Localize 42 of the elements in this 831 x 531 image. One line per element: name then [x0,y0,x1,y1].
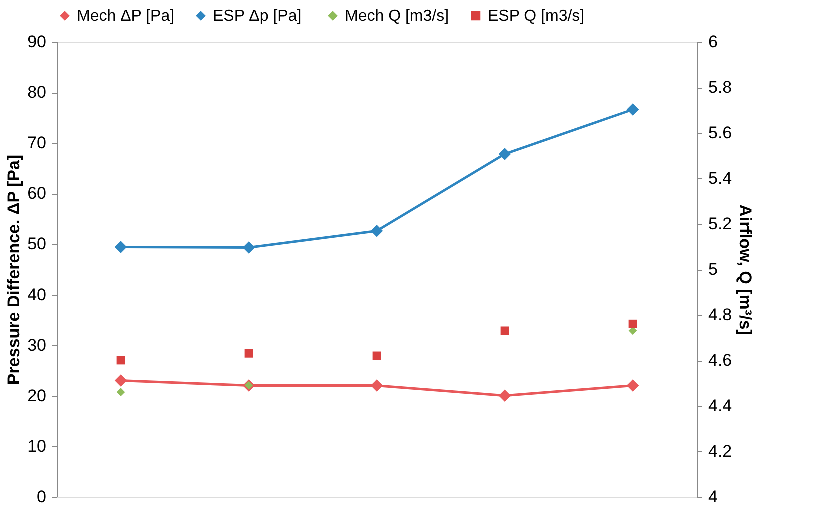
y-tick-label: 0 [37,488,46,506]
legend-label: Mech ΔP [Pa] [77,8,175,25]
point [116,388,126,397]
point [370,380,384,392]
point [114,374,128,387]
y2-tick-label: 5.8 [708,78,732,97]
y-tick-label: 80 [28,83,46,102]
point [626,104,640,116]
y2-tick-label: 4.4 [708,396,732,416]
point [500,326,510,336]
y-tick-label: 40 [28,285,46,304]
y2-tick-label: 4 [708,488,718,506]
y-tick-label: 70 [28,134,46,153]
y2-tick-label: 4.8 [708,306,732,324]
y-axis-title: Pressure Difference. ΔP [Pa] [4,154,24,386]
y2-tick-label: 5 [708,260,718,279]
point [628,320,638,328]
point [242,242,256,254]
y2-tick-label: 5.4 [708,169,732,188]
point [114,241,128,254]
point [370,224,384,238]
point [372,352,382,360]
point [244,349,254,358]
y-tick-label: 50 [28,234,46,254]
y2-tick-label: 5.2 [708,214,732,234]
y2-tick-label: 4.2 [708,442,732,461]
y-tick-label: 90 [28,32,46,52]
point [498,390,512,402]
y-tick-label: 10 [28,436,46,456]
y2-tick-label: 6 [708,32,718,52]
point [626,380,640,392]
y2-tick-label: 5.6 [708,124,732,142]
y-tick-label: 30 [28,336,46,355]
legend-label: ESP Δp [Pa] [213,8,302,25]
legend-label: Mech Q [m3/s] [345,8,450,25]
y-tick-label: 20 [28,386,46,406]
point [498,148,512,160]
point [116,356,126,365]
legend-label: ESP Q [m3/s] [488,8,585,25]
y-tick-label: 60 [28,184,46,204]
y2-axis-title: Airflow, Q [m³/s] [736,204,756,336]
y2-tick-label: 4.6 [708,351,732,370]
